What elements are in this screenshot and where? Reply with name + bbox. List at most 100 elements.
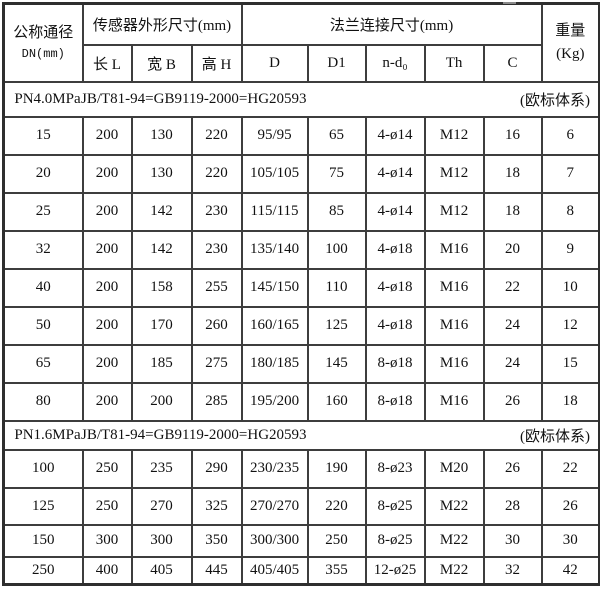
section-label: PN4.0MPa — [14, 90, 81, 107]
table-cell: 200 — [81, 229, 133, 270]
header-dn-unit: DN(mm) — [21, 47, 65, 62]
table-cell: 160/165 — [240, 305, 309, 346]
table-cell: 26 — [540, 486, 600, 526]
table-cell: 300/300 — [240, 523, 309, 558]
table-row: 65 200 185 275 180/185 145 8-ø18 M16 24 … — [2, 343, 600, 384]
header-col-B: 宽 B — [130, 43, 193, 83]
table-cell: 26 — [482, 381, 543, 422]
cropped-text-remnant — [503, 2, 516, 4]
table-cell: 230/235 — [240, 448, 309, 489]
table-cell: 4-ø14 — [364, 115, 426, 156]
table-cell: 130 — [130, 153, 193, 194]
table-cell: 24 — [482, 305, 543, 346]
header-dn-title: 公称通径 — [13, 24, 74, 41]
header-flange-group: 法兰连接尺寸(mm) — [240, 2, 543, 46]
table-cell: M16 — [423, 305, 485, 346]
table-row: 32 200 142 230 135/140 100 4-ø18 M16 20 … — [2, 229, 600, 270]
table-cell: M12 — [423, 115, 485, 156]
table-cell: 300 — [81, 523, 133, 558]
table-row: 250 400 405 445 405/405 355 12-ø25 M22 3… — [2, 555, 600, 586]
table-cell: 145 — [306, 343, 367, 384]
table-cell: M20 — [423, 448, 485, 489]
table-cell: 160 — [306, 381, 367, 422]
table-cell: 115/115 — [240, 191, 309, 232]
table-cell: 135/140 — [240, 229, 309, 270]
table-cell: 7 — [540, 153, 600, 194]
table-cell: 4-ø18 — [364, 229, 426, 270]
table-cell: 130 — [130, 115, 193, 156]
table-cell: 290 — [190, 448, 243, 489]
table-cell: 255 — [190, 267, 243, 308]
table-row: 20 200 130 220 105/105 75 4-ø14 M12 18 7 — [2, 153, 600, 194]
table-cell: 105/105 — [240, 153, 309, 194]
table-cell: 24 — [482, 343, 543, 384]
section-row-pn16: PN1.6MPa JB/T81-94=GB9119-2000=HG20593 (… — [2, 419, 600, 451]
table-cell: 8-ø18 — [364, 343, 426, 384]
table-cell: 4-ø18 — [364, 305, 426, 346]
table-cell: 65 — [306, 115, 367, 156]
table-cell: 8 — [540, 191, 600, 232]
table-cell: 110 — [306, 267, 367, 308]
table-row: 15 200 130 220 95/95 65 4-ø14 M12 16 6 — [2, 115, 600, 156]
table-cell: 230 — [190, 191, 243, 232]
table-cell: 200 — [81, 343, 133, 384]
section-label: PN1.6MPa — [14, 426, 81, 443]
table-cell: 145/150 — [240, 267, 309, 308]
section-standard: JB/T81-94=GB9119-2000=HG20593 — [81, 90, 307, 107]
table-cell: M22 — [423, 555, 485, 586]
table-cell: 25 — [2, 191, 84, 232]
table-cell: 9 — [540, 229, 600, 270]
table-cell: 220 — [306, 486, 367, 526]
table-cell: 125 — [306, 305, 367, 346]
header-col-L: 长 L — [81, 43, 133, 83]
table-cell: 230 — [190, 229, 243, 270]
table-cell: M22 — [423, 523, 485, 558]
header-dn-cell: 公称通径 DN(mm) — [2, 2, 84, 83]
header-row-groups: 公称通径 DN(mm) 传感器外形尺寸(mm) 法兰连接尺寸(mm) 重量 (K… — [2, 2, 600, 83]
table-cell: 8-ø23 — [364, 448, 426, 489]
table-cell: 32 — [2, 229, 84, 270]
table-cell: M16 — [423, 381, 485, 422]
table-cell: 18 — [540, 381, 600, 422]
table-cell: 350 — [190, 523, 243, 558]
table-cell: 270 — [130, 486, 193, 526]
table-cell: 42 — [540, 555, 600, 586]
table-cell: 220 — [190, 115, 243, 156]
table-cell: 8-ø25 — [364, 486, 426, 526]
table-cell: 400 — [81, 555, 133, 586]
table-cell: 20 — [2, 153, 84, 194]
table-cell: 180/185 — [240, 343, 309, 384]
table-cell: 285 — [190, 381, 243, 422]
table-cell: 100 — [306, 229, 367, 270]
table-row: 125 250 270 325 270/270 220 8-ø25 M22 28… — [2, 486, 600, 526]
table-cell: 220 — [190, 153, 243, 194]
section-cell: PN1.6MPa JB/T81-94=GB9119-2000=HG20593 (… — [2, 419, 600, 451]
section-note: (欧标体系) — [520, 428, 591, 445]
header-col-D: D — [240, 43, 309, 83]
table-cell: 22 — [540, 448, 600, 489]
table-cell: 355 — [306, 555, 367, 586]
header-col-H: 高 H — [190, 43, 243, 83]
section-standard: JB/T81-94=GB9119-2000=HG20593 — [81, 426, 307, 443]
table-cell: 15 — [540, 343, 600, 384]
table-row: 40 200 158 255 145/150 110 4-ø18 M16 22 … — [2, 267, 600, 308]
header-weight-title: 重量 — [555, 22, 586, 39]
table-cell: 32 — [482, 555, 543, 586]
table-cell: 95/95 — [240, 115, 309, 156]
table-cell: 142 — [130, 191, 193, 232]
table-cell: 8-ø25 — [364, 523, 426, 558]
table-cell: 170 — [130, 305, 193, 346]
table-cell: 30 — [482, 523, 543, 558]
table-row: 100 250 235 290 230/235 190 8-ø23 M20 26… — [2, 448, 600, 489]
table-cell: 325 — [190, 486, 243, 526]
table-cell: 200 — [81, 381, 133, 422]
table-cell: M12 — [423, 153, 485, 194]
table-cell: 185 — [130, 343, 193, 384]
header-sensor-group: 传感器外形尺寸(mm) — [81, 2, 243, 46]
table-cell: 6 — [540, 115, 600, 156]
table-cell: 125 — [2, 486, 84, 526]
table-cell: M22 — [423, 486, 485, 526]
table-cell: M16 — [423, 229, 485, 270]
table-cell: 4-ø18 — [364, 267, 426, 308]
